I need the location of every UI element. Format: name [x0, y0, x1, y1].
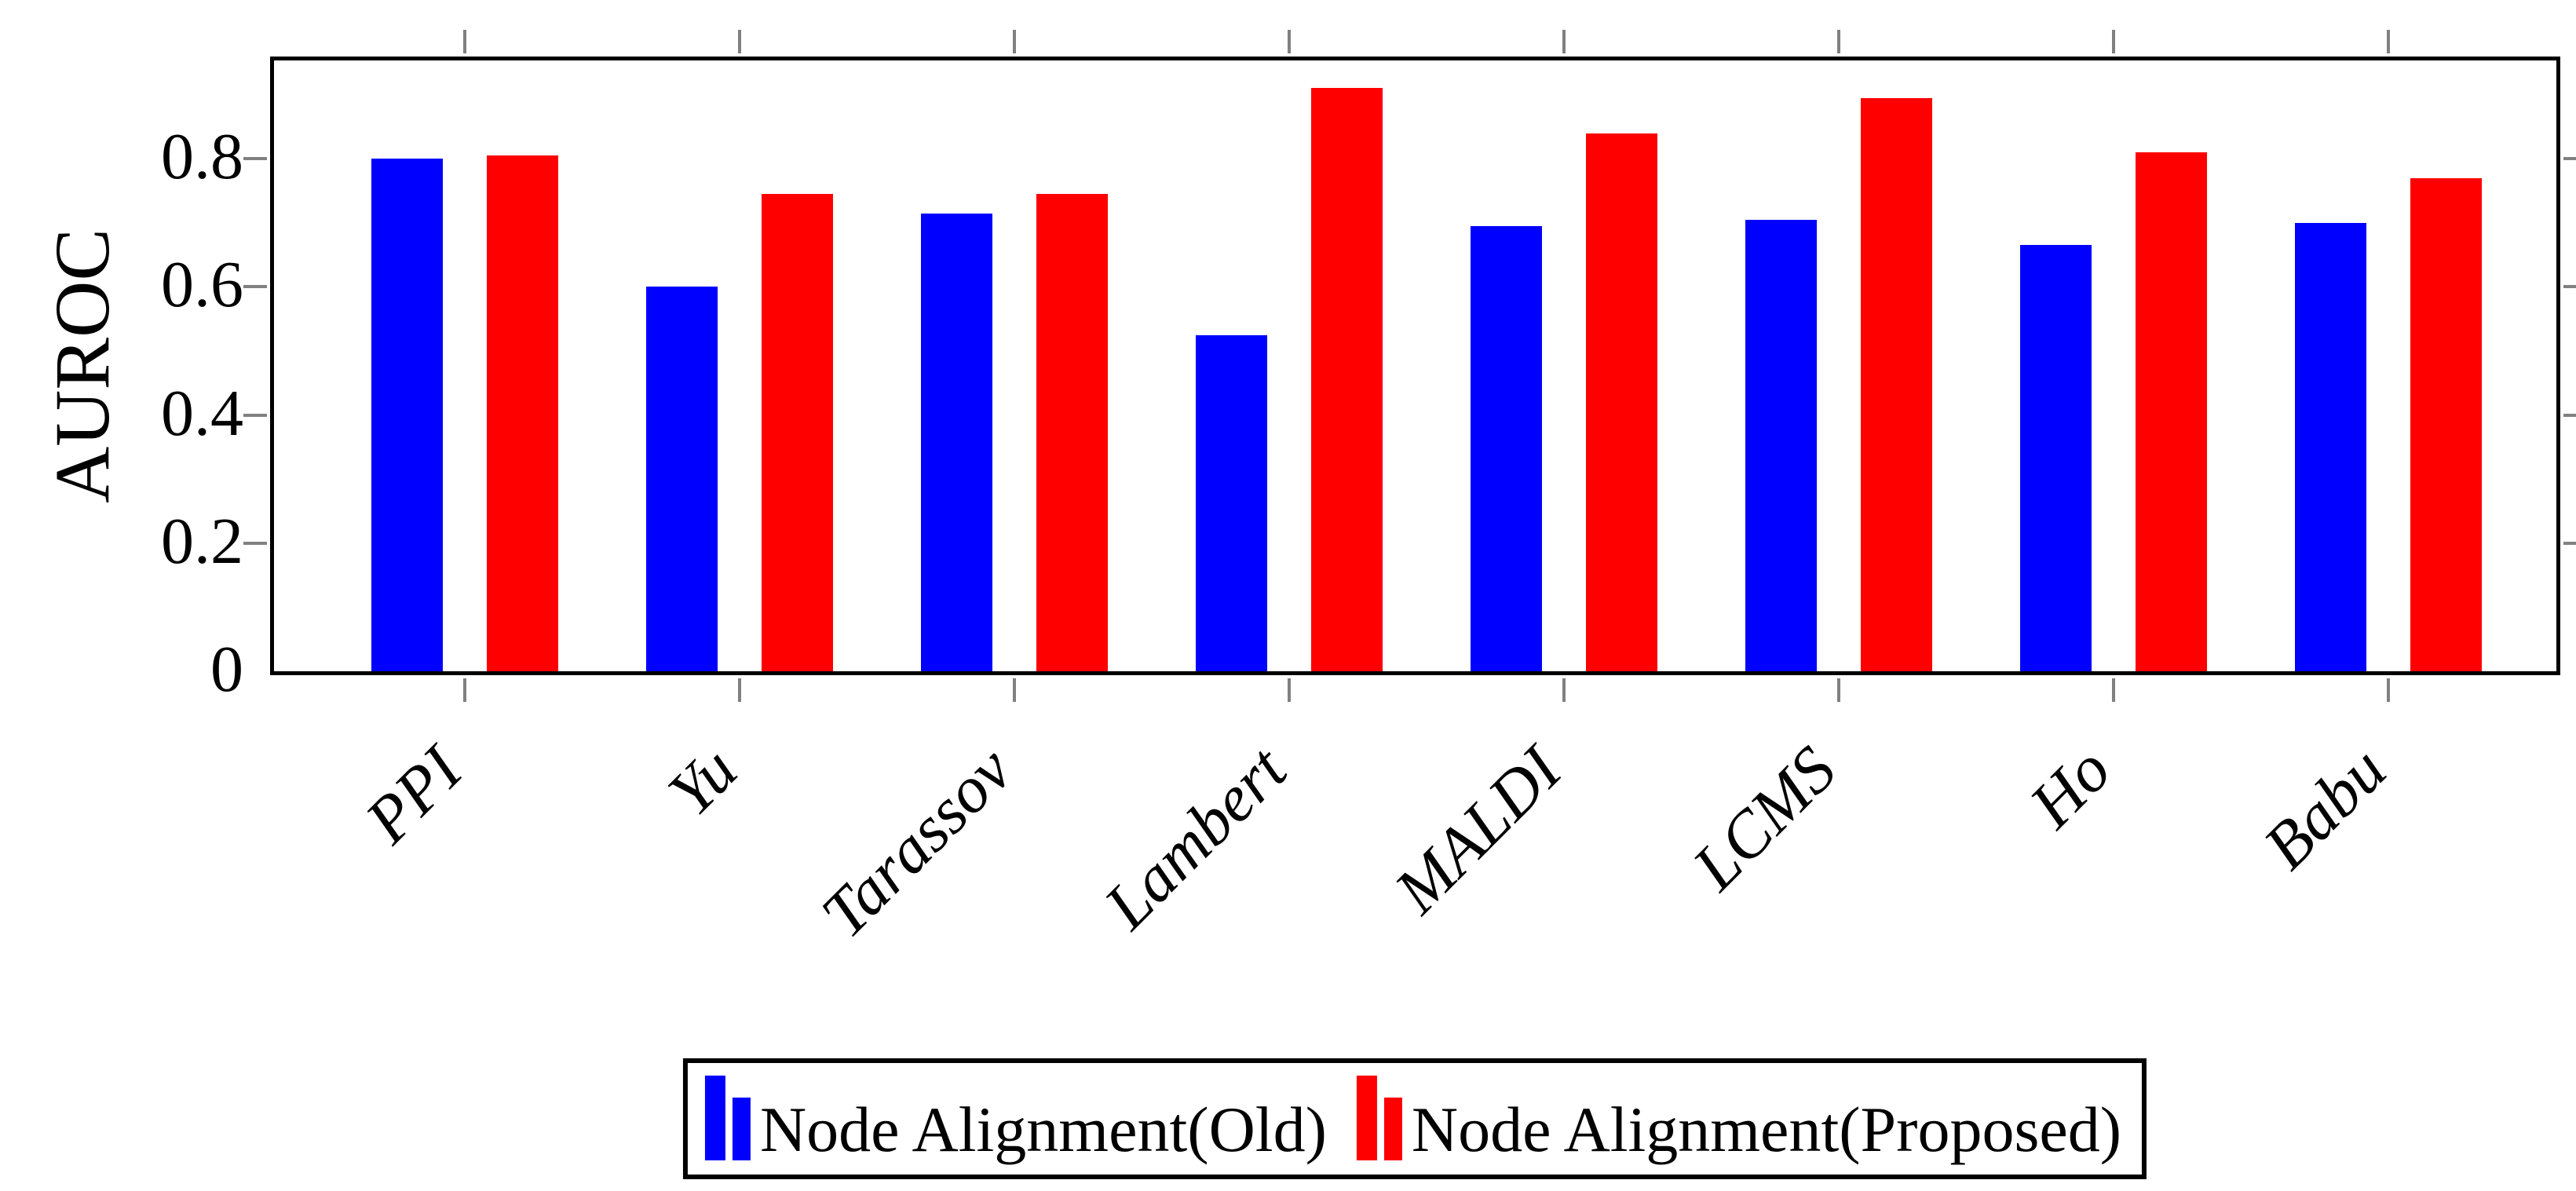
- bar-proposed-lambert: [1311, 88, 1383, 671]
- bar-proposed-yu: [762, 194, 833, 671]
- legend-bar-marker-icon: [704, 1076, 751, 1160]
- x-category-label: Babu: [2249, 733, 2400, 883]
- y-tick-mark: [2563, 285, 2576, 289]
- y-tick-label: 0.6: [161, 248, 243, 322]
- bar-old-ho: [2020, 245, 2092, 671]
- bar-proposed-tarassov: [1036, 194, 1108, 671]
- y-tick-mark: [243, 413, 267, 417]
- legend-entry: Node Alignment(Proposed): [1356, 1076, 2122, 1166]
- bar-old-yu: [646, 287, 718, 671]
- y-tick-mark: [2563, 157, 2576, 161]
- bar-proposed-babu: [2410, 178, 2482, 671]
- legend-series-label: Node Alignment(Proposed): [1411, 1094, 2122, 1166]
- x-tick-mark: [1562, 30, 1566, 53]
- legend-series-label: Node Alignment(Old): [759, 1094, 1327, 1166]
- bar-proposed-ppi: [487, 155, 558, 671]
- x-category-label: Lambert: [1091, 733, 1301, 943]
- x-tick-mark: [2112, 678, 2115, 702]
- x-category-label: PPI: [352, 733, 477, 857]
- bar-old-ppi: [371, 159, 443, 671]
- x-category-label: MALDI: [1381, 733, 1576, 927]
- bar-proposed-ho: [2136, 152, 2207, 671]
- bar-old-tarassov: [921, 214, 992, 671]
- x-tick-mark: [1837, 678, 1840, 702]
- legend: Node Alignment(Old) Node Alignment(Propos…: [682, 1058, 2147, 1179]
- y-tick-label: 0: [210, 633, 243, 706]
- x-tick-mark: [463, 30, 466, 53]
- legend-entry: Node Alignment(Old): [704, 1076, 1327, 1166]
- x-tick-mark: [738, 678, 741, 702]
- plot-area: 0 0.2 0.4 0.6 0.8: [161, 30, 2576, 703]
- x-tick-mark: [1562, 678, 1566, 702]
- bar-old-babu: [2295, 223, 2366, 671]
- y-tick-mark: [2563, 413, 2576, 417]
- x-category-label: Ho: [2016, 733, 2125, 842]
- x-tick-mark: [1837, 30, 1840, 53]
- bar-proposed-lcms: [1861, 98, 1932, 671]
- x-tick-mark: [738, 30, 741, 53]
- y-tick-label: 0.2: [161, 504, 243, 578]
- bar-old-lambert: [1196, 335, 1267, 671]
- legend-mini-bar: [732, 1098, 751, 1160]
- x-tick-mark: [2387, 30, 2390, 53]
- x-tick-mark: [1288, 678, 1291, 702]
- y-tick-mark: [243, 541, 267, 545]
- y-tick-mark: [243, 285, 267, 289]
- y-tick-label: 0.4: [161, 376, 243, 450]
- x-tick-mark: [2112, 30, 2115, 53]
- x-tick-mark: [1013, 678, 1016, 702]
- bar-old-maldi: [1471, 226, 1542, 671]
- bar-old-lcms: [1745, 220, 1817, 671]
- y-tick-mark: [2563, 541, 2576, 545]
- x-tick-mark: [2387, 678, 2390, 702]
- x-tick-mark: [463, 678, 466, 702]
- y-tick-mark: [243, 157, 267, 161]
- legend-mini-bar: [1356, 1076, 1377, 1160]
- legend-mini-bar: [704, 1076, 725, 1160]
- x-tick-mark: [1013, 30, 1016, 53]
- legend-mini-bar: [1383, 1098, 1402, 1160]
- legend-bar-marker-icon: [1356, 1076, 1402, 1160]
- y-tick-label: 0.8: [161, 120, 243, 194]
- x-category-label: Tarassov: [807, 733, 1026, 952]
- x-tick-mark: [1288, 30, 1291, 53]
- x-category-label: Yu: [654, 733, 751, 830]
- x-category-label: LCMS: [1679, 733, 1851, 904]
- bar-proposed-maldi: [1586, 133, 1657, 671]
